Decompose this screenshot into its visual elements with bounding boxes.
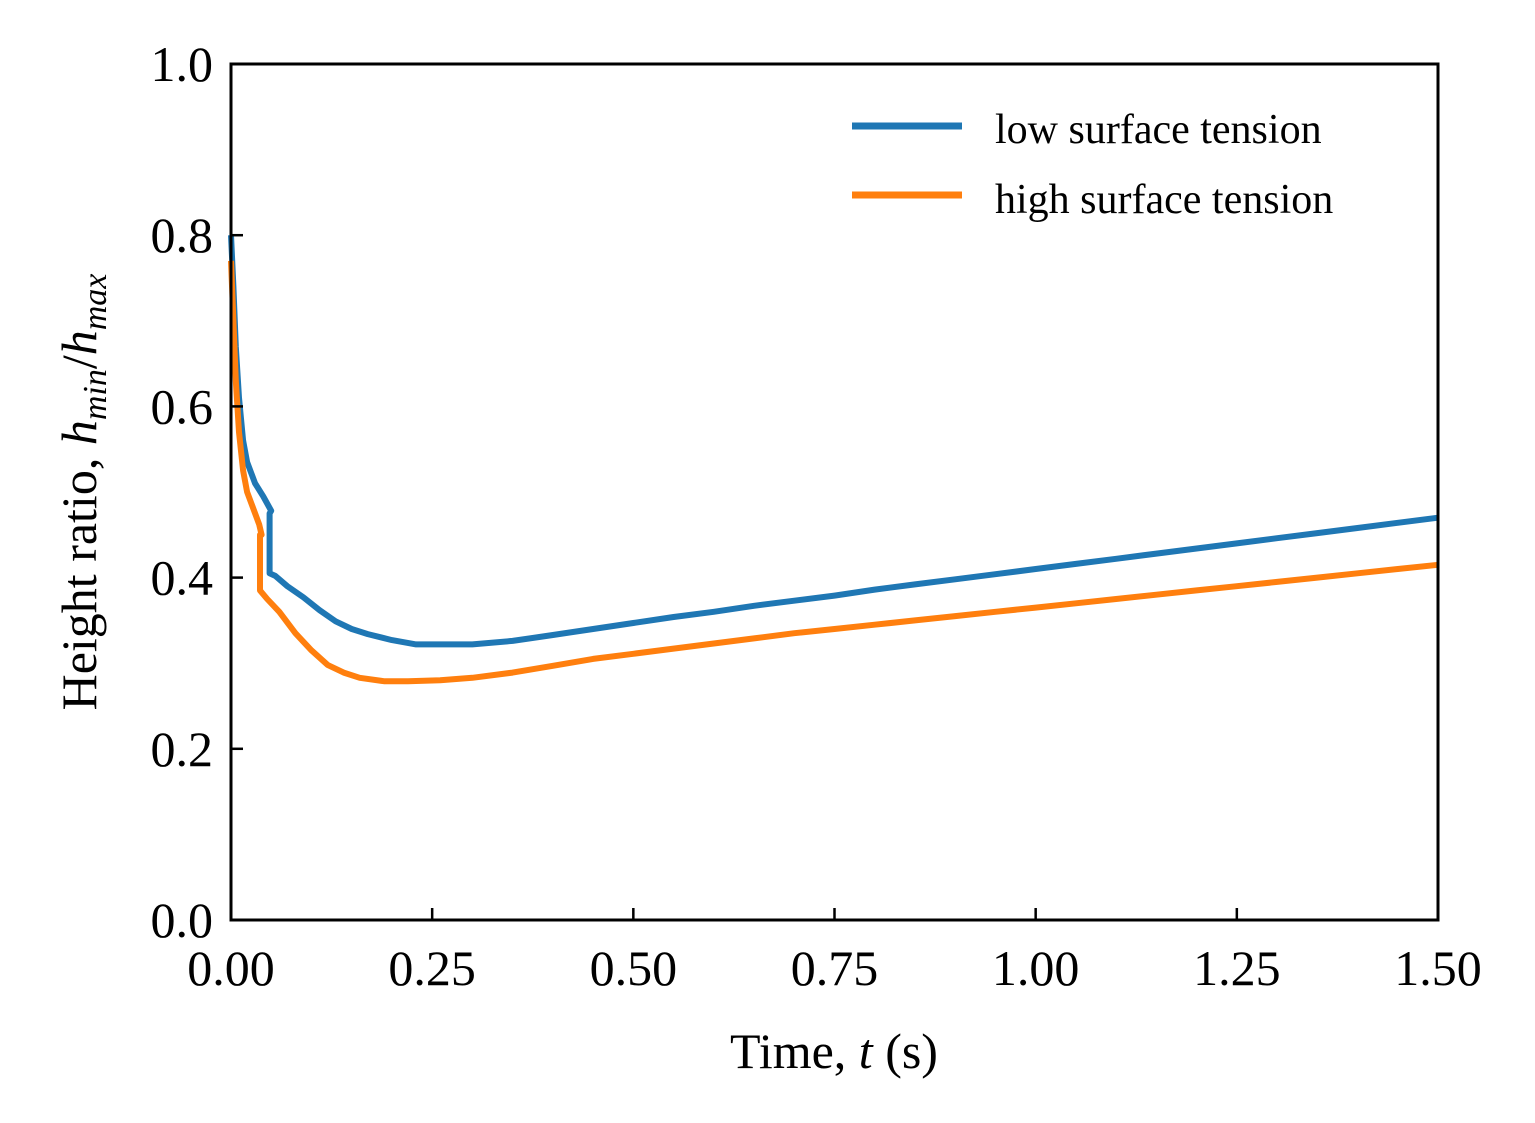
plot-lines (228, 235, 1439, 685)
y-axis-title: Height ratio, hmin/hmax (51, 274, 114, 711)
y-tick-label: 0.6 (151, 378, 214, 434)
x-tick-label: 0.75 (791, 940, 879, 996)
x-tick-label: 1.00 (992, 940, 1080, 996)
x-axis-ticks: 0.00 0.25 0.50 0.75 1.00 1.25 1.50 (187, 908, 1482, 996)
x-tick-label: 0.25 (388, 940, 476, 996)
x-tick-label: 1.25 (1193, 940, 1281, 996)
x-tick-label: 0.00 (187, 940, 275, 996)
x-tick-label: 0.50 (590, 940, 678, 996)
x-tick-label: 1.50 (1394, 940, 1482, 996)
y-tick-label: 0.0 (151, 892, 214, 948)
y-axis-ticks: 0.0 0.2 0.4 0.6 0.8 1.0 (151, 36, 243, 948)
series-line-low-surface-tension (228, 235, 1439, 648)
y-tick-label: 0.4 (151, 550, 214, 606)
legend-label-low-surface-tension: low surface tension (995, 107, 1322, 153)
y-tick-label: 0.8 (151, 207, 214, 263)
legend: low surface tension high surface tension (852, 107, 1333, 223)
y-tick-label: 1.0 (151, 36, 214, 92)
legend-label-high-surface-tension: high surface tension (995, 177, 1333, 223)
x-axis-title: Time, t (s) (730, 1023, 938, 1079)
series-line-high-surface-tension (228, 260, 1439, 685)
y-tick-label: 0.2 (151, 721, 214, 777)
